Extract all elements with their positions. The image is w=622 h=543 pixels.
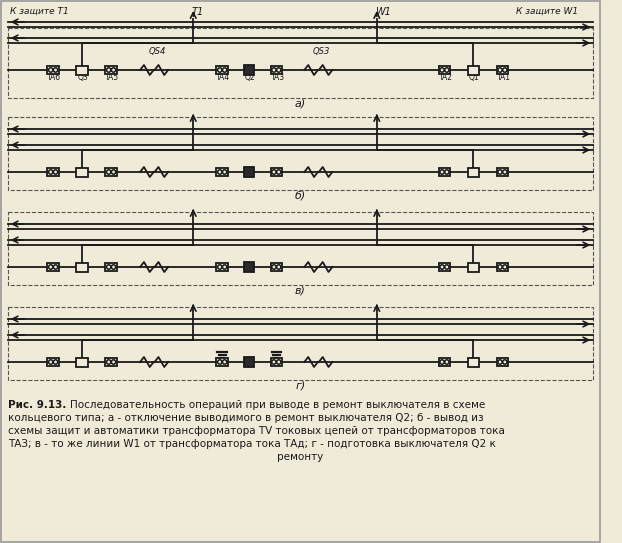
- Bar: [271, 263, 282, 271]
- Bar: [77, 262, 88, 272]
- Bar: [439, 168, 450, 176]
- Bar: [468, 167, 479, 176]
- Bar: [7, 212, 593, 285]
- Text: TA6: TA6: [47, 73, 62, 82]
- Text: Q2: Q2: [244, 73, 255, 82]
- Text: QS3: QS3: [313, 47, 330, 56]
- Text: ремонту: ремонту: [277, 452, 323, 462]
- Text: TA4: TA4: [216, 73, 231, 82]
- Bar: [7, 117, 593, 190]
- Bar: [244, 357, 254, 367]
- Text: схемы защит и автоматики трансформатора TV токовых цепей от трансформаторов тока: схемы защит и автоматики трансформатора …: [7, 426, 504, 436]
- Bar: [271, 358, 282, 366]
- Bar: [105, 168, 117, 176]
- Bar: [496, 168, 508, 176]
- Bar: [271, 168, 282, 176]
- Bar: [105, 358, 117, 366]
- Text: а): а): [295, 98, 306, 108]
- Text: TA2: TA2: [439, 73, 453, 82]
- Bar: [468, 66, 479, 74]
- Bar: [496, 358, 508, 366]
- Bar: [244, 262, 254, 272]
- Bar: [496, 66, 508, 74]
- Text: кольцевого типа; а - отключение выводимого в ремонт выключателя Q2; б - вывод из: кольцевого типа; а - отключение выводимо…: [7, 413, 483, 423]
- Text: К защите W1: К защите W1: [516, 7, 578, 16]
- Text: г): г): [295, 380, 305, 390]
- Bar: [47, 168, 59, 176]
- Text: Q1: Q1: [468, 73, 479, 82]
- Bar: [77, 357, 88, 367]
- Bar: [271, 66, 282, 74]
- Bar: [216, 263, 228, 271]
- Text: б): б): [295, 190, 306, 200]
- Bar: [105, 66, 117, 74]
- Bar: [244, 167, 254, 177]
- Bar: [105, 263, 117, 271]
- Bar: [7, 307, 593, 380]
- Bar: [244, 65, 254, 75]
- Bar: [77, 167, 88, 176]
- Bar: [216, 358, 228, 366]
- Bar: [77, 66, 88, 74]
- Text: в): в): [295, 285, 306, 295]
- Text: W1: W1: [375, 7, 391, 17]
- Bar: [496, 263, 508, 271]
- Text: ТАЗ; в - то же линии W1 от трансформатора тока ТАд; г - подготовка выключателя Q: ТАЗ; в - то же линии W1 от трансформатор…: [7, 439, 496, 449]
- Bar: [468, 262, 479, 272]
- Bar: [439, 263, 450, 271]
- Text: TA5: TA5: [105, 73, 119, 82]
- Bar: [47, 66, 59, 74]
- Bar: [468, 357, 479, 367]
- Bar: [47, 358, 59, 366]
- Bar: [47, 263, 59, 271]
- Text: Последовательность операций при выводе в ремонт выключателя в схеме: Последовательность операций при выводе в…: [70, 400, 485, 410]
- Text: T1: T1: [192, 7, 203, 17]
- Text: Q3: Q3: [77, 73, 88, 82]
- Text: К защите T1: К защите T1: [10, 7, 68, 16]
- Bar: [439, 66, 450, 74]
- Bar: [439, 358, 450, 366]
- Text: Рис. 9.13.: Рис. 9.13.: [7, 400, 66, 410]
- Bar: [216, 168, 228, 176]
- Bar: [216, 66, 228, 74]
- Text: QS4: QS4: [149, 47, 166, 56]
- Text: TA1: TA1: [496, 73, 511, 82]
- Bar: [7, 28, 593, 98]
- Text: TA3: TA3: [271, 73, 285, 82]
